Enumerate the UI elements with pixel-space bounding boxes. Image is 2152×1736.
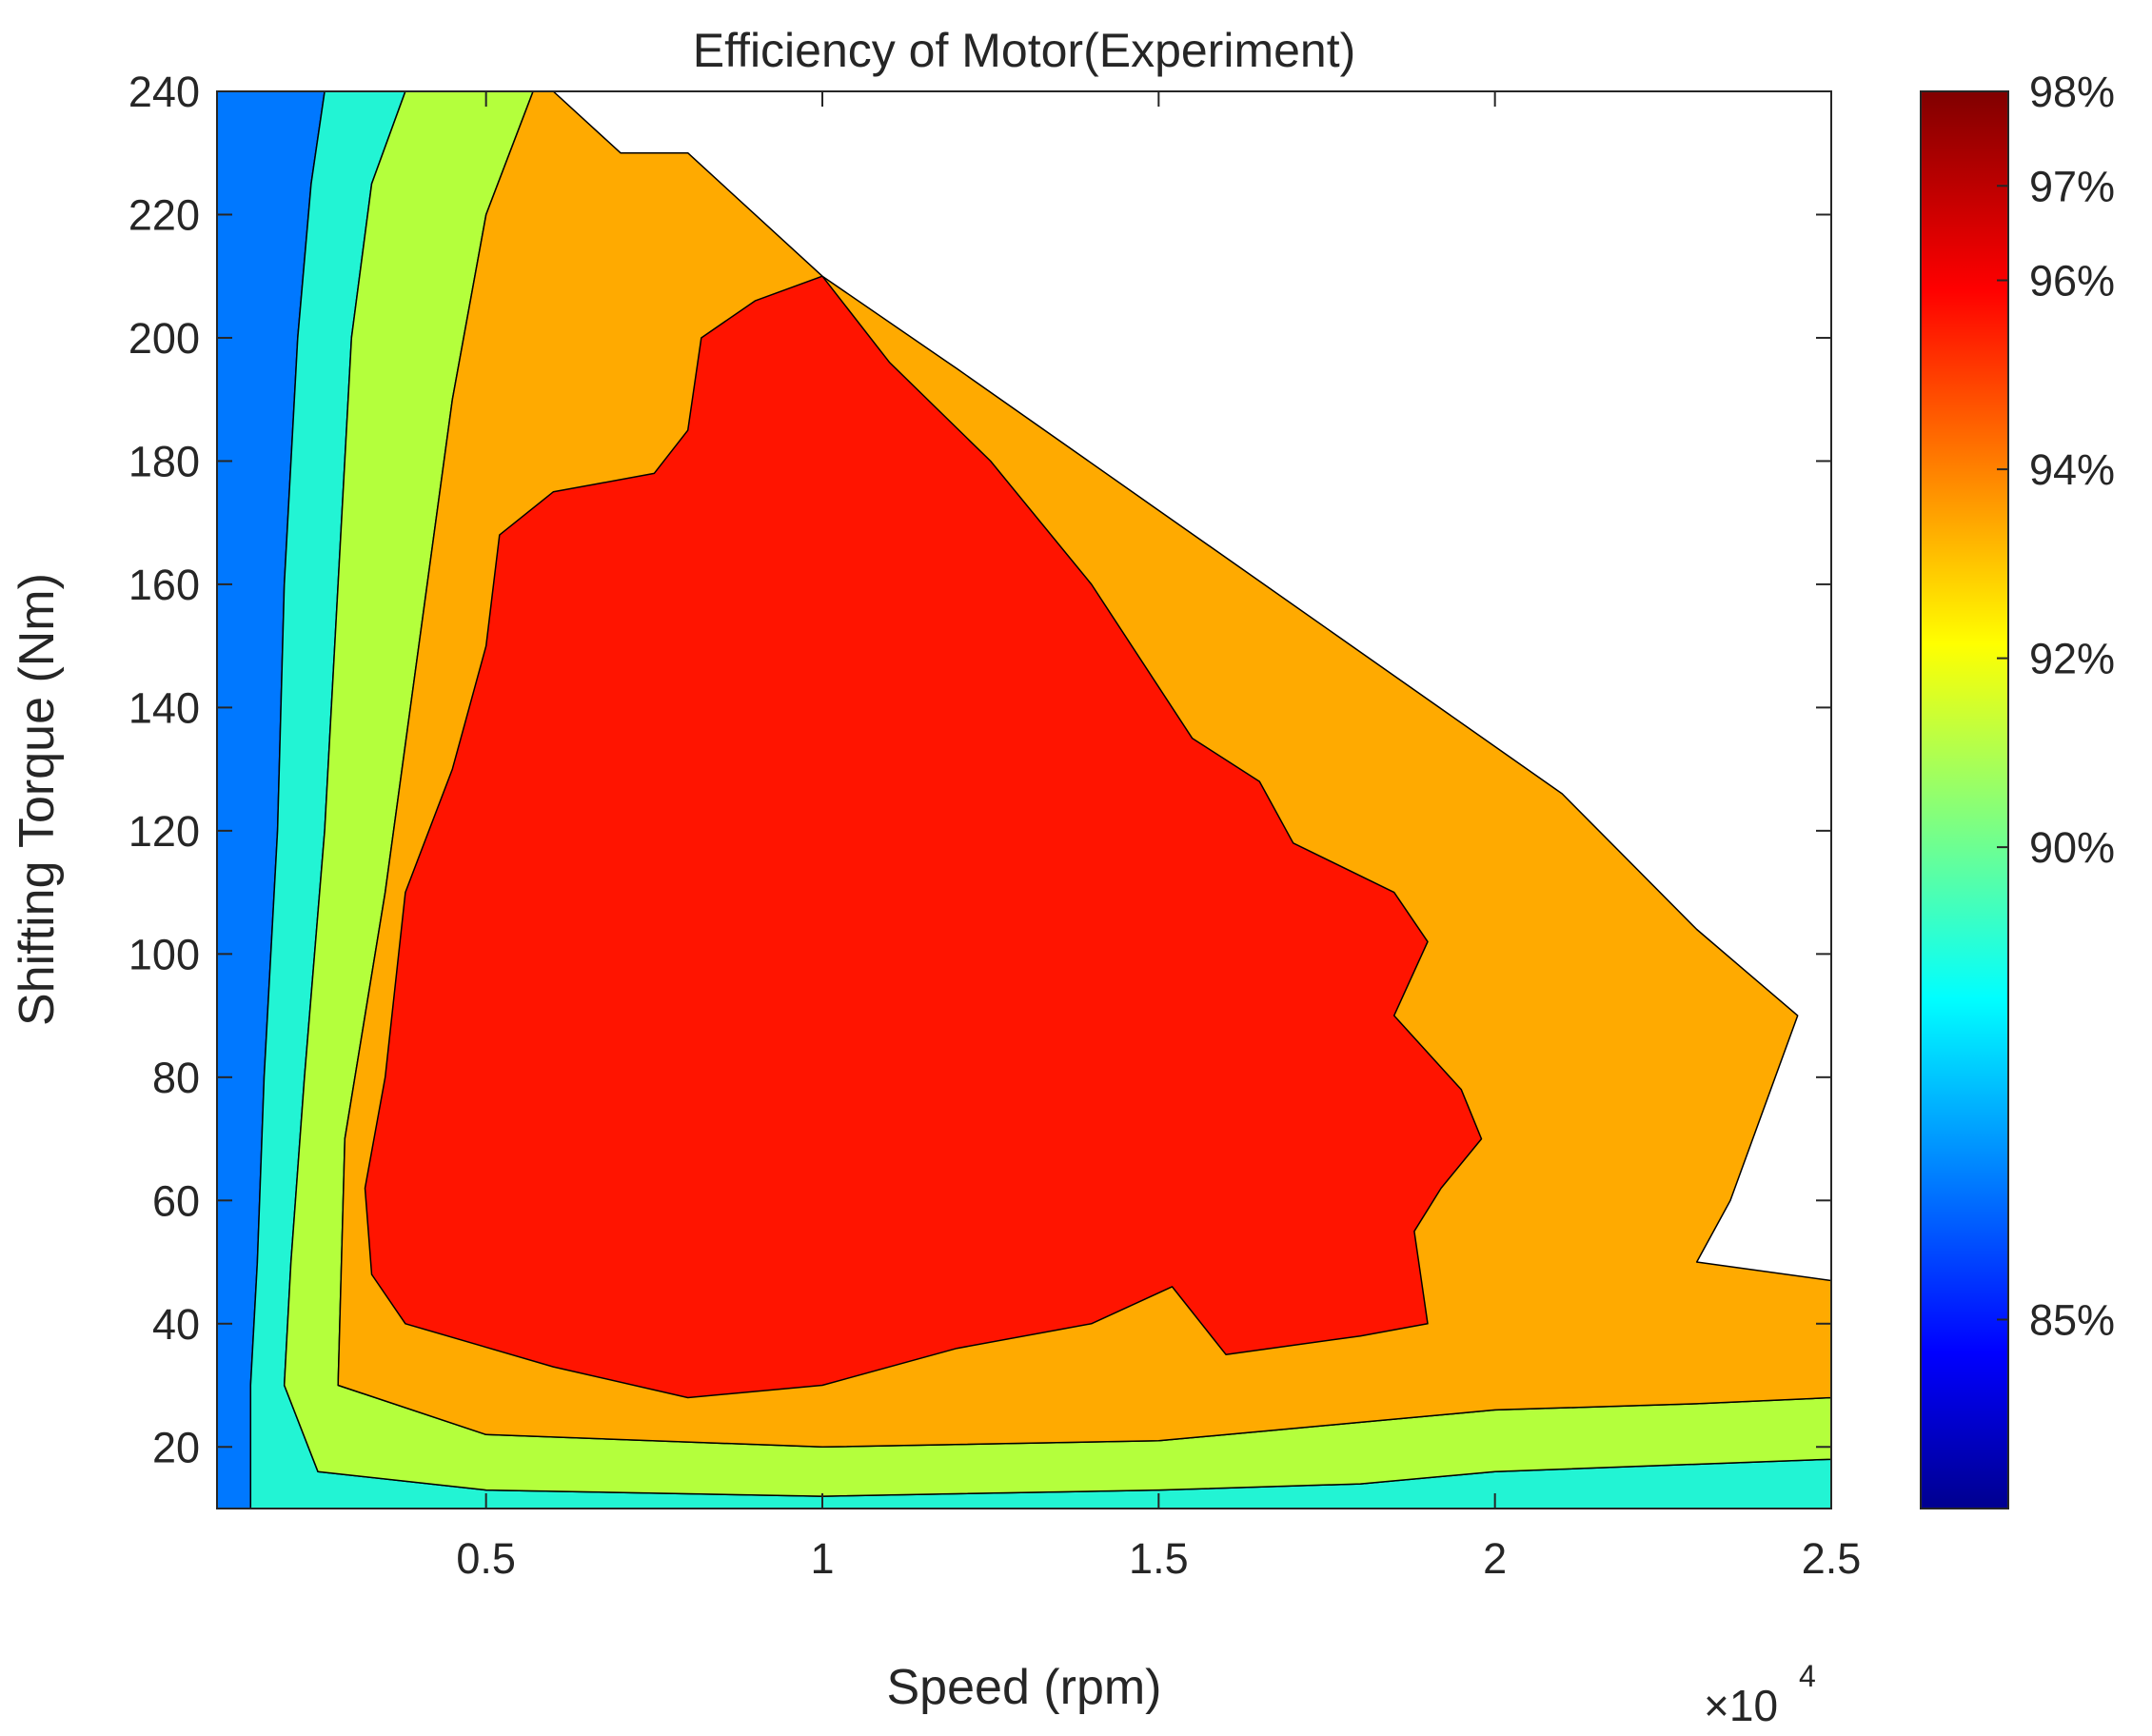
colorbar-tick-label: 98% — [2029, 68, 2115, 116]
y-axis-ticks: 20 40 60 80 100 120 140 160 180 200 220 240 — [128, 68, 1831, 1471]
y-tick-label: 240 — [128, 68, 200, 116]
colorbar-ticks: 85% 90% 92% 94% 96% 97% 98% — [1997, 68, 2115, 1344]
colorbar-tick-label: 85% — [2029, 1295, 2115, 1344]
y-tick-label: 20 — [152, 1423, 200, 1471]
y-tick-label: 220 — [128, 190, 200, 239]
x-axis-multiplier: ×10 4 — [1704, 1659, 1816, 1730]
y-tick-label: 100 — [128, 930, 200, 978]
x-tick-label: 2.5 — [1802, 1534, 1862, 1583]
x-tick-label: 1 — [810, 1534, 834, 1583]
x-tick-label: 1.5 — [1129, 1534, 1189, 1583]
x-multiplier-base: ×10 — [1704, 1681, 1778, 1730]
colorbar-tick-label: 92% — [2029, 635, 2115, 683]
x-tick-label: 0.5 — [456, 1534, 516, 1583]
y-axis-label: Shifting Torque (Nm) — [10, 573, 65, 1026]
y-tick-label: 80 — [152, 1054, 200, 1102]
colorbar-tick-label: 97% — [2029, 162, 2115, 210]
y-tick-label: 200 — [128, 314, 200, 363]
colorbar-tick-label: 94% — [2029, 445, 2115, 494]
contour-regions — [217, 91, 1831, 1509]
x-axis-ticks: 0.5 1 1.5 2 2.5 — [456, 91, 1861, 1583]
colorbar-tick-label: 90% — [2029, 823, 2115, 872]
plot-frame — [216, 90, 1832, 1509]
y-tick-label: 60 — [152, 1176, 200, 1225]
colorbar-tick-label: 96% — [2029, 257, 2115, 306]
y-tick-label: 180 — [128, 437, 200, 485]
x-axis-label: Speed (rpm) — [887, 1660, 1162, 1715]
colorbar-gradient — [1920, 90, 2009, 1509]
chart-title: Efficiency of Motor(Experiment) — [693, 24, 1356, 77]
y-tick-label: 120 — [128, 807, 200, 856]
colorbar: 85% 90% 92% 94% 96% 97% 98% — [1920, 68, 2115, 1509]
y-tick-label: 40 — [152, 1300, 200, 1349]
y-tick-label: 160 — [128, 561, 200, 609]
contour-region-5 — [364, 275, 1483, 1399]
x-multiplier-exponent: 4 — [1799, 1659, 1816, 1693]
y-tick-label: 140 — [128, 683, 200, 732]
x-tick-label: 2 — [1483, 1534, 1507, 1583]
